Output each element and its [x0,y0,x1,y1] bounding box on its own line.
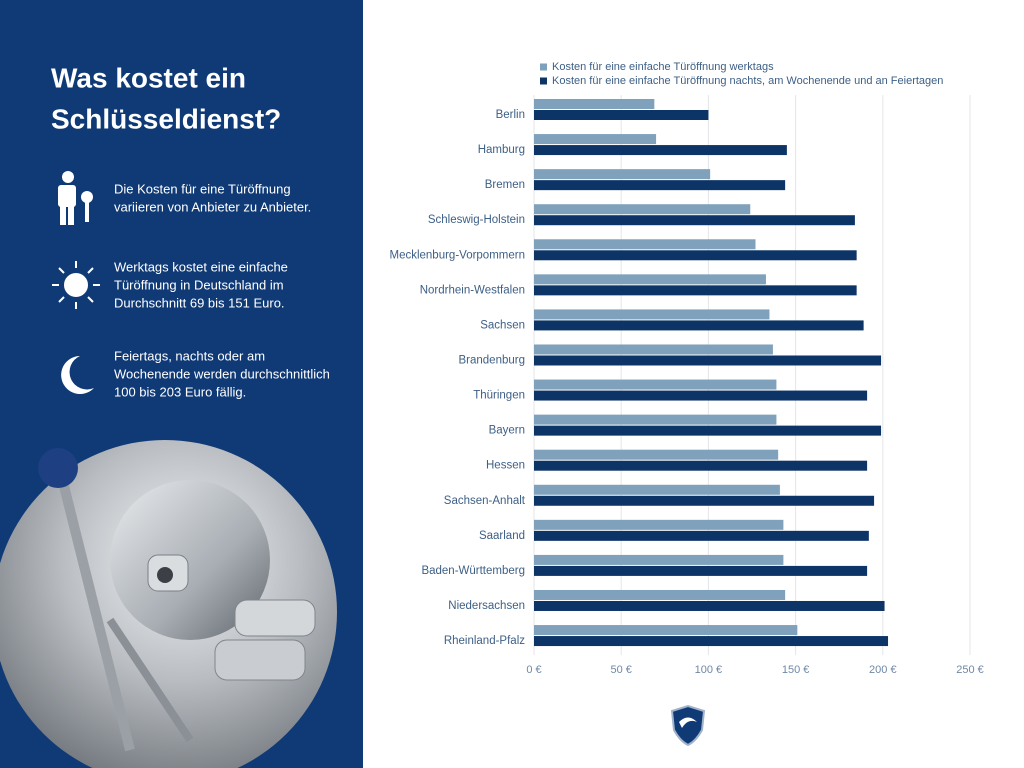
x-tick-label: 250 € [956,664,984,676]
bar [534,285,857,296]
bar [534,320,864,331]
info-text: Werktags kostet eine einfache [114,259,288,274]
bar [534,309,770,320]
bar [534,215,855,226]
y-tick-label: Saarland [479,530,525,542]
info-text: Wochenende werden durchschnittlich [114,366,330,381]
y-tick-label: Sachsen-Anhalt [444,495,526,507]
bar [534,425,882,436]
bar [534,519,784,530]
bar [534,239,756,250]
info-text: Türöffnung in Deutschland im [114,277,284,292]
bar [534,589,786,600]
logo [670,704,706,747]
y-tick-label: Bremen [485,179,525,191]
x-tick-label: 150 € [782,664,810,676]
info-text: 100 bis 203 Euro fällig. [114,384,246,399]
y-tick-label: Niedersachsen [448,600,525,612]
bar [534,99,655,109]
x-tick-label: 0 € [526,664,541,676]
y-tick-label: Berlin [496,109,525,121]
person-icon [58,171,93,225]
bar [534,379,777,390]
bar [534,355,882,366]
bar [534,414,777,425]
bar [534,530,869,541]
y-tick-label: Brandenburg [459,355,526,367]
y-tick-label: Hamburg [478,144,525,156]
bar [534,565,868,576]
legend-label: Kosten für eine einfache Türöffnung nach… [552,75,943,87]
legend-label: Kosten für eine einfache Türöffnung werk… [552,61,774,73]
x-tick-label: 50 € [610,664,631,676]
y-tick-label: Bayern [489,425,525,437]
bar [534,495,875,506]
y-tick-label: Rheinland-Pfalz [444,635,525,647]
bar [534,145,787,156]
bar [534,134,657,145]
info-text: variieren von Anbieter zu Anbieter. [114,199,311,214]
info-text: Feiertags, nachts oder am [114,348,265,363]
legend-swatch [540,77,547,85]
bar [534,274,766,285]
y-tick-label: Mecklenburg-Vorpommern [389,249,525,261]
bar [534,344,773,355]
y-tick-label: Nordrhein-Westfalen [420,284,525,296]
y-tick-label: Hessen [486,460,525,472]
bar [534,390,868,401]
x-tick-label: 100 € [695,664,723,676]
bar [534,460,868,471]
y-tick-label: Thüringen [473,390,525,402]
bar [534,484,780,495]
info-text: Die Kosten für eine Türöffnung [114,181,291,196]
x-tick-label: 200 € [869,664,897,676]
bar [534,110,709,120]
bar [534,625,798,636]
title: Schlüsseldienst? [51,103,281,134]
legend-swatch [540,63,547,71]
y-tick-label: Schleswig-Holstein [428,214,525,226]
bar [534,180,786,191]
bar [534,449,779,460]
info-text: Durchschnitt 69 bis 151 Euro. [114,295,285,310]
sun-icon [52,261,100,309]
y-tick-label: Sachsen [480,319,525,331]
bar [534,250,857,261]
bar [534,204,751,215]
y-tick-label: Baden-Württemberg [421,565,525,577]
title: Was kostet ein [51,62,246,93]
moon-icon [61,356,94,394]
bar [534,636,889,647]
bar [534,600,885,611]
bar [534,169,711,180]
photo [0,440,337,768]
bar [534,554,784,565]
